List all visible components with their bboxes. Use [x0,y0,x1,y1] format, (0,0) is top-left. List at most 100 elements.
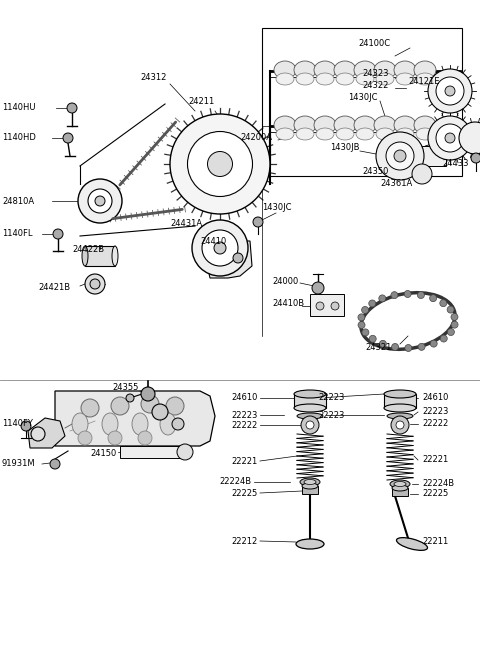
Text: 24431A: 24431A [170,220,202,228]
Text: 24421B: 24421B [38,283,70,293]
Text: 24200A: 24200A [240,134,272,142]
Bar [262,28,462,176]
Circle shape [379,295,386,302]
Text: 22225: 22225 [232,489,258,497]
Circle shape [430,295,437,302]
Circle shape [126,394,134,402]
Circle shape [202,230,238,266]
Ellipse shape [294,404,326,412]
Circle shape [50,459,60,469]
Text: 24610: 24610 [232,394,258,403]
Circle shape [361,306,369,314]
Text: 1140FY: 1140FY [2,419,33,428]
Ellipse shape [416,128,434,140]
Ellipse shape [396,73,414,85]
Text: 24211: 24211 [188,96,214,106]
Text: 24121E: 24121E [408,77,440,85]
Text: 24433: 24433 [442,159,468,169]
Ellipse shape [334,116,356,134]
Ellipse shape [132,413,148,435]
Ellipse shape [354,61,376,79]
Ellipse shape [294,390,326,398]
Ellipse shape [356,73,374,85]
Ellipse shape [396,538,428,550]
Circle shape [166,397,184,415]
Text: 24355: 24355 [112,384,138,392]
Ellipse shape [112,246,118,266]
Ellipse shape [296,128,314,140]
Text: 24410: 24410 [200,237,226,245]
Polygon shape [55,391,215,446]
Circle shape [451,314,458,321]
Circle shape [459,122,480,154]
Circle shape [306,421,314,429]
Text: 22224B: 22224B [220,478,252,487]
Text: 22224B: 22224B [422,480,454,489]
Circle shape [447,306,454,313]
Ellipse shape [274,61,296,79]
Text: 91931M: 91931M [2,459,36,468]
Text: 24350: 24350 [362,167,388,176]
Ellipse shape [416,73,434,85]
Circle shape [358,321,365,329]
Text: 24321: 24321 [365,344,391,352]
Circle shape [379,340,386,347]
Circle shape [141,395,159,413]
Ellipse shape [102,413,118,435]
Circle shape [358,314,365,321]
Circle shape [90,279,100,289]
Ellipse shape [394,116,416,134]
Circle shape [63,133,73,143]
Circle shape [85,274,105,294]
Circle shape [418,291,424,298]
Circle shape [440,300,447,306]
Circle shape [471,153,480,163]
Ellipse shape [354,116,376,134]
Circle shape [21,421,31,431]
Ellipse shape [384,404,416,412]
Ellipse shape [390,480,410,488]
Text: 1140HU: 1140HU [2,104,36,112]
Circle shape [81,399,99,417]
Bar [294,394,326,408]
Circle shape [95,196,105,206]
Ellipse shape [414,61,436,79]
Ellipse shape [392,485,408,491]
Circle shape [53,229,63,239]
Ellipse shape [274,116,296,134]
Text: 1430JC: 1430JC [262,203,291,213]
Text: 22211: 22211 [422,537,448,546]
Text: 22223: 22223 [232,411,258,419]
Circle shape [428,116,472,160]
Circle shape [376,132,424,180]
Ellipse shape [296,539,324,549]
Ellipse shape [384,390,416,398]
Circle shape [214,242,226,254]
Bar [120,446,180,458]
Circle shape [170,114,270,214]
Circle shape [67,103,77,113]
Ellipse shape [302,483,318,489]
Ellipse shape [297,413,323,419]
Ellipse shape [300,478,320,486]
Circle shape [316,302,324,310]
Ellipse shape [276,128,294,140]
Circle shape [301,416,319,434]
Circle shape [436,77,464,105]
Ellipse shape [334,61,356,79]
Text: 22225: 22225 [422,489,448,499]
Polygon shape [205,241,252,278]
Circle shape [428,69,472,113]
Text: 24410B: 24410B [272,300,304,308]
Ellipse shape [160,413,176,435]
Circle shape [138,431,152,445]
Ellipse shape [82,246,88,266]
Circle shape [177,444,193,460]
Text: 24000: 24000 [272,276,298,285]
Bar [384,394,416,408]
Ellipse shape [316,73,334,85]
Circle shape [440,335,447,342]
Ellipse shape [376,128,394,140]
Ellipse shape [314,61,336,79]
Circle shape [396,421,404,429]
